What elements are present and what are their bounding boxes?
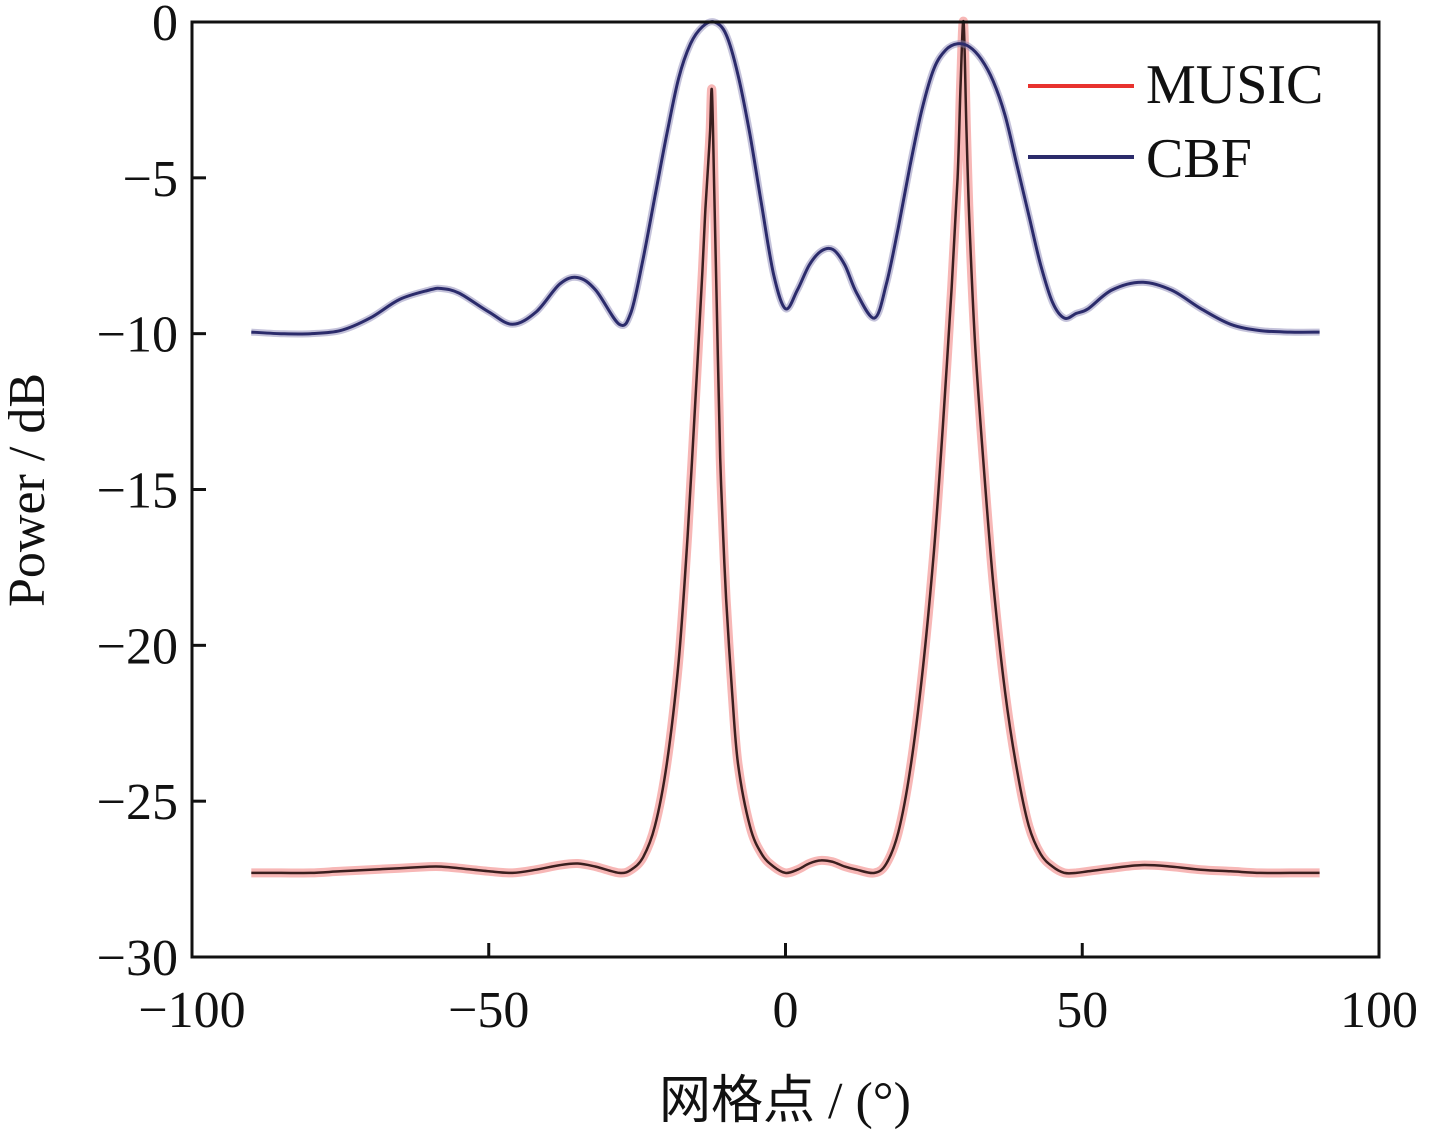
legend-label-music: MUSIC bbox=[1146, 54, 1323, 116]
y-tick-label: 0 bbox=[152, 0, 178, 52]
y-tick-label: −25 bbox=[97, 774, 178, 831]
x-tick-label: −50 bbox=[448, 982, 529, 1039]
x-tick-label: 50 bbox=[1056, 982, 1108, 1039]
series-cbf-line bbox=[251, 20, 1320, 336]
x-tick-label: −100 bbox=[138, 982, 245, 1039]
x-axis-title: 网格点 / (°) bbox=[659, 1073, 911, 1130]
x-tick-label: 100 bbox=[1340, 982, 1418, 1039]
axis-ticks bbox=[192, 176, 1084, 957]
legend-label-cbf: CBF bbox=[1146, 128, 1252, 190]
y-tick-label: −5 bbox=[123, 151, 178, 208]
plot-curves bbox=[251, 16, 1320, 878]
y-tick-labels: −30 −25 −20 −15 −10 −5 0 bbox=[97, 0, 178, 987]
y-tick-label: −15 bbox=[97, 463, 178, 520]
y-axis-title: Power / dB bbox=[0, 373, 56, 607]
legend: MUSIC CBF bbox=[1028, 54, 1323, 190]
series-music-line bbox=[251, 19, 1320, 875]
y-tick-label: −10 bbox=[97, 307, 178, 364]
x-tick-labels: −100 −50 0 50 100 bbox=[138, 982, 1418, 1039]
y-tick-label: −20 bbox=[97, 618, 178, 675]
x-tick-label: 0 bbox=[773, 982, 799, 1039]
y-tick-label: −30 bbox=[97, 930, 178, 987]
